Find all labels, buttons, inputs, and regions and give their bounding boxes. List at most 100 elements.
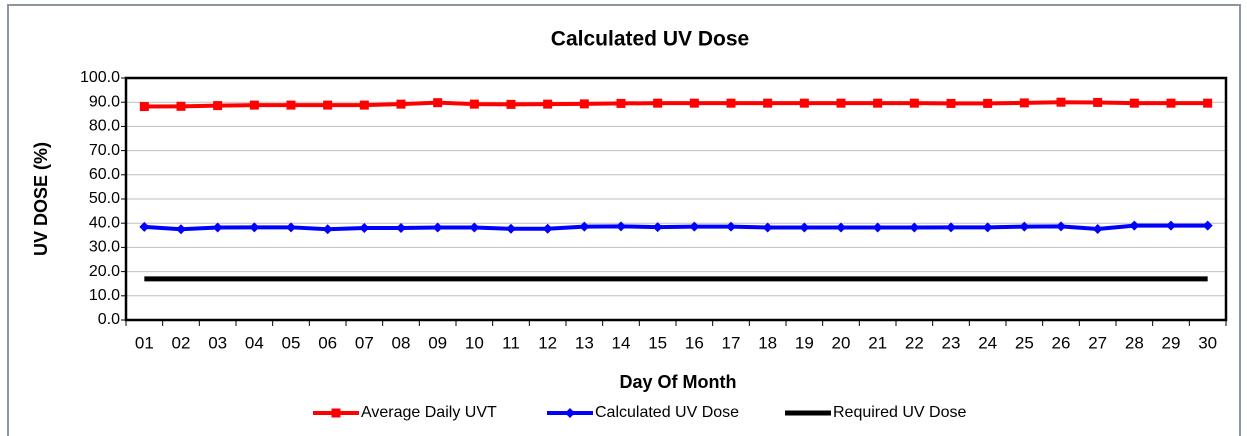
series-marker	[139, 102, 149, 112]
series-marker	[1166, 98, 1176, 108]
series-marker	[1019, 221, 1030, 232]
y-tick-label: 10.0	[89, 287, 120, 304]
series-marker	[1056, 221, 1066, 232]
x-tick-label: 29	[1162, 333, 1181, 352]
x-tick-label: 13	[575, 333, 594, 352]
series-marker	[1092, 224, 1103, 235]
series-marker	[946, 222, 956, 233]
series-marker	[1202, 220, 1213, 231]
series-marker	[836, 98, 846, 108]
series-marker	[982, 222, 993, 233]
series-marker	[432, 222, 443, 233]
series-marker	[909, 98, 919, 108]
legend-label: Average Daily UVT	[361, 404, 497, 421]
x-tick-label: 08	[392, 333, 411, 352]
series-marker	[433, 98, 443, 108]
series-marker	[836, 222, 846, 233]
series-marker	[763, 98, 773, 108]
series-marker	[762, 222, 773, 233]
series-marker	[1093, 97, 1103, 107]
series-marker	[469, 99, 479, 109]
series-marker	[689, 98, 699, 108]
series-marker	[249, 222, 260, 233]
series-marker	[946, 98, 956, 108]
series-marker	[176, 224, 186, 235]
series-marker	[1166, 220, 1176, 231]
y-tick-label: 80.0	[89, 118, 120, 135]
x-tick-label: 20	[832, 333, 851, 352]
legend-label: Calculated UV Dose	[595, 404, 739, 421]
series-marker	[139, 221, 150, 232]
y-tick-label: 50.0	[89, 190, 120, 207]
x-tick-label: 30	[1198, 333, 1217, 352]
series-marker	[616, 98, 626, 108]
x-tick-label: 24	[978, 333, 997, 352]
series-marker	[469, 222, 480, 233]
series-marker	[909, 222, 920, 233]
x-tick-label: 03	[208, 333, 227, 352]
x-tick-label: 02	[172, 333, 191, 352]
series-marker	[1056, 97, 1066, 107]
series-marker	[1129, 220, 1140, 231]
series-marker	[983, 98, 993, 108]
series-marker	[249, 100, 259, 110]
series-marker	[799, 98, 809, 108]
series-marker	[323, 100, 333, 110]
y-tick-label: 70.0	[89, 142, 120, 159]
series-marker	[799, 222, 810, 233]
legend-marker	[331, 408, 341, 418]
x-tick-label: 11	[502, 333, 520, 352]
series-line	[144, 223, 1208, 232]
plot-border	[124, 76, 1228, 322]
x-tick-label: 18	[758, 333, 777, 352]
x-tick-label: 22	[905, 333, 924, 352]
series-marker	[689, 221, 700, 232]
x-tick-label: 09	[428, 333, 447, 352]
x-tick-label: 04	[245, 333, 264, 352]
y-axis-title: UV DOSE (%)	[31, 142, 51, 256]
legend-marker	[565, 408, 575, 418]
x-tick-label: 06	[318, 333, 337, 352]
series-marker	[506, 99, 516, 109]
series-marker	[579, 99, 589, 109]
x-tick-label: 17	[722, 333, 741, 352]
y-tick-label: 30.0	[89, 239, 120, 256]
x-axis-title: Day Of Month	[620, 372, 737, 392]
x-tick-label: 26	[1052, 333, 1071, 352]
x-tick-label: 14	[612, 333, 631, 352]
series-marker	[286, 100, 296, 110]
y-tick-label: 40.0	[89, 214, 120, 231]
x-tick-label: 23	[942, 333, 961, 352]
x-tick-label: 10	[465, 333, 484, 352]
series-marker	[543, 99, 553, 109]
y-tick-label: 60.0	[89, 166, 120, 183]
x-tick-label: 16	[685, 333, 704, 352]
series-marker	[212, 222, 223, 233]
series-marker	[396, 99, 406, 109]
y-tick-label: 100.0	[80, 69, 120, 86]
series-marker	[872, 222, 883, 233]
series-marker	[359, 100, 369, 110]
series-marker	[1019, 98, 1029, 108]
series-marker	[213, 101, 223, 111]
y-tick-label: 0.0	[98, 311, 120, 328]
series-marker	[176, 101, 186, 111]
x-tick-label: 15	[648, 333, 667, 352]
x-tick-label: 19	[795, 333, 814, 352]
series-marker	[322, 224, 333, 235]
series-marker	[286, 222, 296, 233]
series-line	[144, 100, 1208, 109]
series-marker	[653, 98, 663, 108]
y-tick-label: 90.0	[89, 93, 120, 110]
legend-label: Required UV Dose	[833, 404, 967, 421]
series-marker	[652, 222, 663, 233]
series-marker	[616, 221, 626, 232]
x-tick-label: 21	[868, 333, 887, 352]
series-marker	[579, 221, 590, 232]
series-marker	[726, 98, 736, 108]
chart-frame	[7, 4, 1241, 436]
x-tick-label: 25	[1015, 333, 1034, 352]
series-marker	[359, 223, 370, 234]
series-marker	[726, 221, 736, 232]
